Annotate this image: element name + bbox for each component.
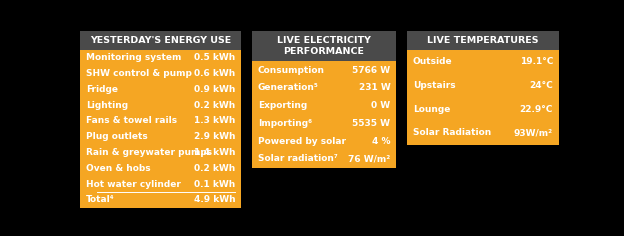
Bar — [407, 31, 558, 50]
Text: 1.4 kWh: 1.4 kWh — [194, 148, 235, 157]
Text: 1.3 kWh: 1.3 kWh — [194, 116, 235, 125]
Text: 24°C: 24°C — [529, 81, 553, 90]
Text: Consumption: Consumption — [258, 66, 325, 75]
Text: Hot water cylinder: Hot water cylinder — [85, 180, 180, 189]
Text: 4.9 kWh: 4.9 kWh — [193, 195, 235, 204]
Text: Oven & hobs: Oven & hobs — [85, 164, 150, 173]
Text: Fans & towel rails: Fans & towel rails — [85, 116, 177, 125]
Text: 0.2 kWh: 0.2 kWh — [194, 164, 235, 173]
Text: Monitoring system: Monitoring system — [85, 53, 181, 62]
Bar — [252, 31, 396, 61]
Text: Generation⁵: Generation⁵ — [258, 84, 319, 93]
Text: 22.9°C: 22.9°C — [520, 105, 553, 114]
Bar — [80, 50, 241, 208]
Text: Solar Radiation: Solar Radiation — [413, 128, 491, 137]
Text: 231 W: 231 W — [359, 84, 391, 93]
Text: 2.9 kWh: 2.9 kWh — [194, 132, 235, 141]
Text: 5535 W: 5535 W — [353, 119, 391, 128]
Text: LIVE TEMPERATURES: LIVE TEMPERATURES — [427, 36, 539, 45]
Text: YESTERDAY'S ENERGY USE: YESTERDAY'S ENERGY USE — [90, 36, 231, 45]
Text: 0.1 kWh: 0.1 kWh — [194, 180, 235, 189]
Text: 5766 W: 5766 W — [352, 66, 391, 75]
Text: 76 W/m²: 76 W/m² — [348, 154, 391, 163]
Bar — [252, 61, 396, 168]
Text: 0 W: 0 W — [371, 101, 391, 110]
Text: Importing⁶: Importing⁶ — [258, 119, 312, 128]
Bar — [407, 50, 558, 145]
Text: 4 %: 4 % — [372, 137, 391, 146]
Text: Upstairs: Upstairs — [413, 81, 456, 90]
Text: SHW control & pump: SHW control & pump — [85, 69, 192, 78]
Text: Lounge: Lounge — [413, 105, 450, 114]
Text: 0.9 kWh: 0.9 kWh — [194, 85, 235, 94]
Text: Rain & greywater pumps: Rain & greywater pumps — [85, 148, 212, 157]
Bar — [80, 31, 241, 50]
Text: 0.2 kWh: 0.2 kWh — [194, 101, 235, 110]
Text: Solar radiation⁷: Solar radiation⁷ — [258, 154, 338, 163]
Text: Outside: Outside — [413, 57, 452, 66]
Text: LIVE ELECTRICITY
PERFORMANCE: LIVE ELECTRICITY PERFORMANCE — [277, 36, 371, 56]
Text: 0.6 kWh: 0.6 kWh — [194, 69, 235, 78]
Text: Plug outlets: Plug outlets — [85, 132, 147, 141]
Text: Powered by solar: Powered by solar — [258, 137, 346, 146]
Text: Fridge: Fridge — [85, 85, 118, 94]
Text: Exporting: Exporting — [258, 101, 307, 110]
Text: 0.5 kWh: 0.5 kWh — [194, 53, 235, 62]
Text: 19.1°C: 19.1°C — [520, 57, 553, 66]
Text: Lighting: Lighting — [85, 101, 128, 110]
Text: 93W/m²: 93W/m² — [514, 128, 553, 137]
Text: Total⁴: Total⁴ — [85, 195, 114, 204]
